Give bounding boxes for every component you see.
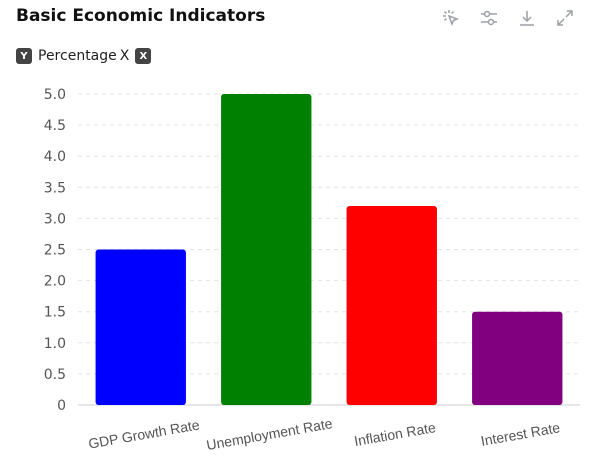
y-tick-label: 1.0 (44, 336, 66, 352)
y-tick-label: 3.0 (44, 211, 66, 227)
axis-selector: Y Percentage X X (16, 48, 152, 64)
bar-inflation-rate (346, 205, 437, 405)
axis-remove-text[interactable]: X (119, 48, 130, 64)
chart-toolbar (439, 6, 577, 30)
fullscreen-icon[interactable] (553, 6, 577, 30)
y-tick-label: 3.5 (44, 180, 66, 196)
y-tick-label: 0.5 (44, 367, 66, 383)
x-tick-label: Unemployment Rate (205, 415, 334, 453)
x-tick-label: GDP Growth Rate (87, 416, 201, 451)
x-tick-label: Interest Rate (480, 419, 562, 449)
axis-close-badge[interactable]: X (135, 48, 152, 64)
bar-gdp-growth-rate (95, 249, 186, 405)
bar-unemployment-rate (221, 94, 312, 405)
y-tick-label: 1.5 (44, 305, 66, 321)
bar-interest-rate (472, 311, 563, 405)
chart-title: Basic Economic Indicators (16, 6, 266, 26)
cursor-click-icon[interactable] (439, 6, 463, 30)
y-tick-label: 0 (57, 398, 66, 414)
x-tick-label: Inflation Rate (353, 419, 437, 449)
axis-label-percentage: Percentage (38, 48, 117, 64)
y-tick-label: 4.0 (44, 149, 66, 165)
y-axis-badge: Y (16, 48, 32, 64)
y-tick-label: 5.0 (44, 87, 66, 103)
y-tick-label: 4.5 (44, 118, 66, 134)
y-tick-label: 2.5 (44, 243, 66, 259)
download-icon[interactable] (515, 6, 539, 30)
y-tick-label: 2.0 (44, 274, 66, 290)
sliders-icon[interactable] (477, 6, 501, 30)
